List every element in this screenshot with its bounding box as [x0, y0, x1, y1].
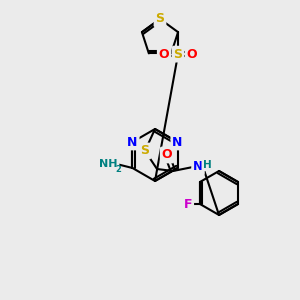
Text: O: O — [187, 48, 197, 61]
Text: H: H — [202, 160, 211, 170]
Text: N: N — [193, 160, 203, 173]
Text: O: O — [159, 48, 170, 61]
Text: S: S — [155, 13, 164, 26]
Text: N: N — [127, 136, 138, 148]
Text: N: N — [172, 136, 183, 148]
Text: F: F — [184, 197, 192, 211]
Text: O: O — [162, 148, 172, 161]
Text: S: S — [140, 145, 149, 158]
Text: S: S — [174, 48, 183, 61]
Text: 2: 2 — [116, 164, 122, 173]
Text: NH: NH — [99, 159, 118, 169]
